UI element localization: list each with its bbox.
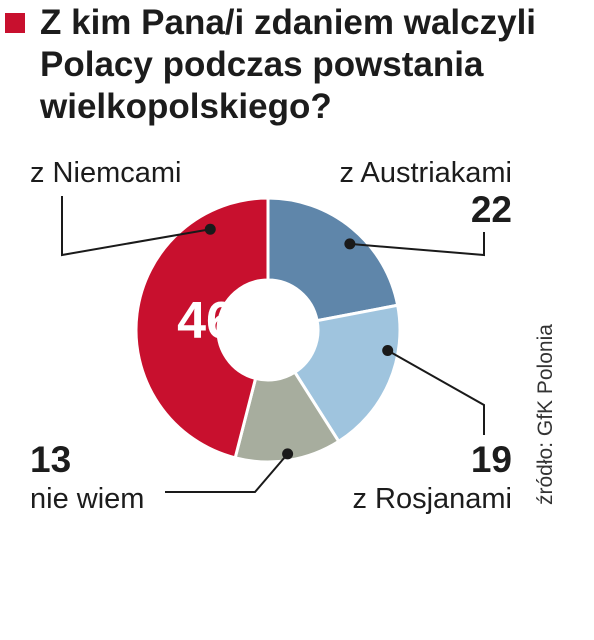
leader-nie-wiem-dot — [282, 448, 294, 460]
leader-nie-wiem — [165, 453, 289, 493]
leader-austriakami-dot — [344, 238, 356, 250]
leader-rosjanami — [387, 349, 485, 435]
value-austriakami: 22 — [471, 189, 512, 230]
slice-nie-wiem — [233, 370, 341, 464]
leader-niemcami — [61, 196, 211, 257]
value-rosjanami: 19 — [471, 439, 512, 480]
leader-rosjanami-dot — [382, 345, 394, 357]
label-austriakami: z Austriakami — [340, 157, 512, 189]
leader-austriakami — [349, 232, 485, 257]
label-rosjanami: z Rosjanami — [352, 483, 512, 515]
label-nie-wiem: nie wiem — [30, 483, 144, 515]
title-marker — [5, 13, 25, 33]
value-nie-wiem: 13 — [30, 439, 71, 480]
leader-lines — [61, 196, 485, 493]
slice-niemcami — [134, 196, 270, 460]
label-niemcami: z Niemcami — [30, 157, 181, 189]
source-note: źródło: GfK Polonia — [534, 324, 557, 505]
leader-niemcami-dot — [204, 223, 216, 235]
slice-austriakami — [266, 196, 400, 323]
slices-group — [134, 196, 402, 464]
chart-title: Z kim Pana/i zdaniem walczyli Polacy pod… — [40, 3, 537, 126]
value-niemcami: 46 — [177, 292, 235, 350]
slice-rosjanami — [292, 303, 402, 444]
